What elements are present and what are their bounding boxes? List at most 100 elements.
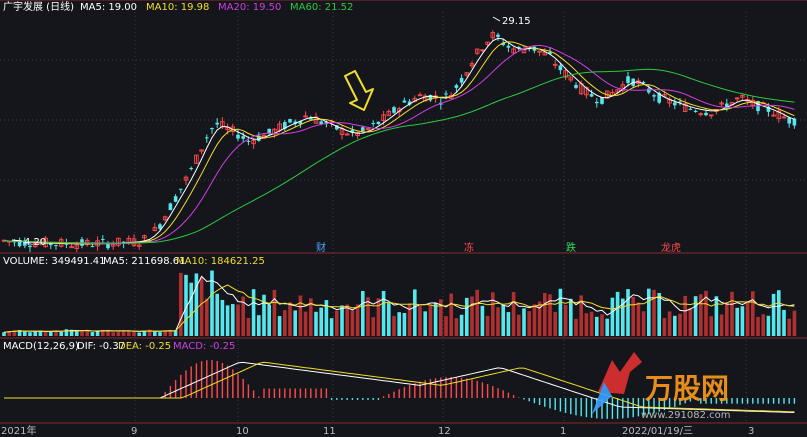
volume-bar [719,314,724,336]
candlestick [496,32,500,41]
candlestick [23,237,27,249]
candlestick [537,50,542,57]
volume-ma5-label: MA5: 211698.61 [103,256,185,267]
volume-bar [589,311,594,336]
volume-bar [137,332,141,336]
candlestick [376,121,381,125]
volume-bar [277,316,282,336]
volume-bar [584,313,589,336]
volume-bar [376,298,381,336]
volume-bar [153,331,157,336]
candlestick [162,215,168,222]
volume-bar [205,298,209,336]
volume-bar [517,314,521,336]
volume-bar [558,288,563,336]
volume-bar [381,290,386,336]
candlestick [459,74,464,87]
volume-bar [527,311,531,336]
volume-bar [147,329,152,336]
volume-label: VOLUME: 349491.41 [3,256,106,267]
volume-bar [532,304,537,336]
volume-bar [251,289,256,336]
volume-bar [231,304,235,336]
volume-panel [2,270,797,336]
price-panel [1,30,797,253]
volume-bar [7,331,11,336]
candlestick [469,61,475,69]
volume-bar [33,331,37,336]
candlestick [205,134,209,143]
volume-bar [465,297,469,336]
volume-bar [272,289,277,336]
volume-bar [735,307,739,336]
volume-bar [163,330,167,336]
candlestick [574,82,578,90]
volume-bar [766,315,771,336]
candlestick [179,188,183,194]
volume-bar [652,289,656,336]
candlestick [641,80,646,84]
candlestick [215,118,219,128]
volume-bar [257,315,261,336]
candlestick [173,194,178,203]
volume-bar [595,316,599,336]
event-marker[interactable]: 冻 [464,241,474,254]
volume-bar [59,331,63,336]
volume-bar [355,304,360,336]
event-marker[interactable]: 财 [316,241,326,254]
candlestick [28,240,32,253]
volume-bar [309,298,313,336]
volume-bar [782,309,786,336]
candlestick [199,149,204,155]
time-label: 2021年 [1,424,36,437]
candlestick [552,59,558,69]
volume-bar [407,303,412,336]
volume-bar [116,331,121,336]
low-price-annotation: 4.20 [24,237,46,248]
macd-panel [4,360,796,419]
candlestick [480,49,485,53]
volume-bar [340,305,344,336]
candlestick [740,93,745,101]
event-marker[interactable]: 龙虎 [661,241,681,254]
volume-bar [543,292,547,336]
candlestick [454,83,459,93]
candlestick [54,244,58,250]
candlestick [152,223,158,232]
candlestick [277,120,282,133]
candlestick [678,97,682,106]
candlestick [771,110,776,117]
watermark-brand: 万股网 [645,372,729,405]
volume-bar [173,330,178,336]
candlestick [344,132,350,136]
volume-bar [17,330,22,336]
volume-bar [693,296,698,336]
ma60-label: MA60: 21.52 [290,2,353,13]
volume-bar [792,310,797,336]
volume-bar [329,318,334,336]
time-label: 9 [131,426,137,437]
volume-bar [298,295,303,336]
volume-bar [761,314,765,336]
volume-bar [631,296,635,336]
macd-value-label: MACD: -0.25 [173,341,235,352]
volume-bar [168,329,173,336]
volume-bar [771,293,776,336]
volume-bar [121,330,126,336]
candlestick [84,238,90,247]
volume-bar [647,288,651,336]
time-axis: 2021年 9 10 11 12 1 2022/01/19/三 3 [1,424,754,437]
volume-bar [12,330,17,336]
volume-bar [511,292,516,336]
volume-bar [184,274,188,336]
candlestick [283,120,287,131]
candlestick [626,71,630,87]
candlestick [210,127,214,134]
volume-bar [574,318,578,336]
volume-bar [267,304,271,336]
event-marker[interactable]: 跌 [566,241,576,254]
volume-bar [23,331,27,336]
volume-bar [132,331,136,336]
volume-bar [678,313,682,336]
